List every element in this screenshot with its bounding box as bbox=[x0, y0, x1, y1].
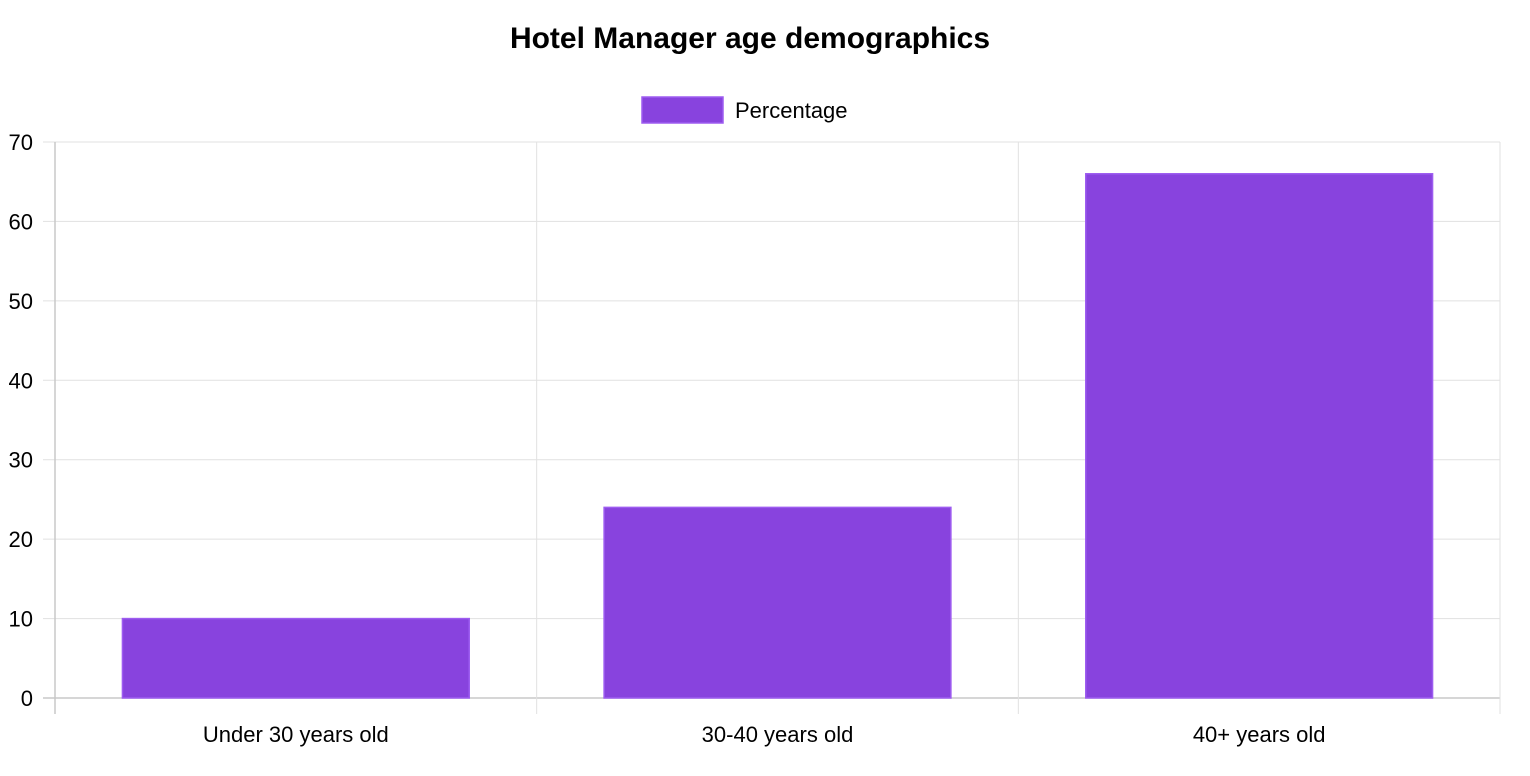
y-tick-label: 10 bbox=[9, 607, 33, 632]
legend-label: Percentage bbox=[735, 98, 848, 123]
bar[interactable] bbox=[1085, 173, 1434, 699]
y-tick-label: 30 bbox=[9, 448, 33, 473]
x-axis: Under 30 years old 30-40 years old 40+ yea… bbox=[203, 722, 1326, 747]
y-axis: 0 10 20 30 40 50 60 70 bbox=[9, 130, 33, 711]
y-tick-label: 0 bbox=[21, 686, 33, 711]
bars bbox=[121, 173, 1434, 699]
y-tick-label: 40 bbox=[9, 368, 33, 393]
y-tick-label: 60 bbox=[9, 209, 33, 234]
y-tick-label: 50 bbox=[9, 289, 33, 314]
legend[interactable]: Percentage bbox=[641, 96, 848, 124]
y-tick-label: 70 bbox=[9, 130, 33, 155]
chart-title: Hotel Manager age demographics bbox=[510, 22, 990, 55]
y-tick-label: 20 bbox=[9, 527, 33, 552]
x-tick-label: Under 30 years old bbox=[203, 722, 389, 747]
x-tick-label: 40+ years old bbox=[1193, 722, 1326, 747]
legend-swatch bbox=[641, 96, 724, 124]
bar[interactable] bbox=[603, 506, 952, 699]
bar[interactable] bbox=[121, 617, 470, 699]
x-tick-label: 30-40 years old bbox=[702, 722, 854, 747]
